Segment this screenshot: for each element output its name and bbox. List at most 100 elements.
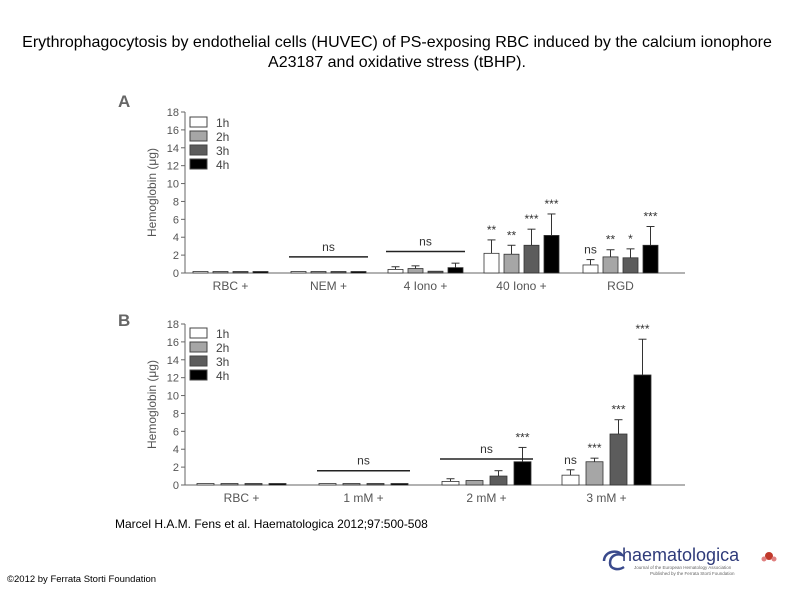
chart-b-significance-label: *** (611, 403, 625, 417)
logo-swoosh-icon (602, 550, 626, 571)
chart-a-y-tick-label: 10 (167, 179, 179, 191)
chart-b-legend-swatch (189, 327, 208, 339)
chart-b-bar (268, 483, 287, 486)
chart-a-significance-label: * (628, 232, 633, 246)
chart-b-significance-label: *** (587, 441, 601, 455)
chart-b-bar (585, 461, 604, 486)
chart-a-category-label: 4 Iono + (404, 279, 448, 293)
chart-b-significance-label: *** (515, 430, 529, 444)
chart-a-significance-label: ** (487, 223, 497, 237)
chart-a-bar (407, 268, 424, 274)
chart-a-bar (427, 270, 444, 274)
chart-a-bar (310, 271, 327, 274)
chart-b-bar (633, 374, 652, 486)
chart-a-bar (212, 271, 229, 274)
logo-wordmark: haematologica (622, 545, 740, 565)
chart-b-category-label: 2 mM + (466, 491, 506, 505)
chart-b-significance-label: *** (635, 322, 649, 336)
chart-b-panel-label: B (118, 311, 130, 330)
chart-a-bar (330, 271, 347, 274)
chart-a-category-label: 40 Iono + (496, 279, 546, 293)
chart-b-y-tick-label: 10 (167, 391, 179, 403)
chart-b-bar (441, 481, 460, 486)
chart-a-y-tick-label: 4 (173, 232, 179, 244)
chart-a-panel-label: A (118, 92, 130, 111)
chart-b-y-tick-label: 6 (173, 426, 179, 438)
copyright: ©2012 by Ferrata Storti Foundation (7, 574, 157, 585)
chart-b-category-label: RBC + (224, 491, 260, 505)
citation: Marcel H.A.M. Fens et al. Haematologica … (115, 517, 428, 531)
chart-b-bar (609, 433, 628, 486)
chart-b-category-label: 1 mM + (343, 491, 383, 505)
chart-b-legend-label: 4h (216, 369, 229, 383)
chart-a-category-label: NEM + (310, 279, 347, 293)
chart-b-y-tick-label: 16 (167, 337, 179, 349)
chart-a-category-label: RBC + (213, 279, 249, 293)
chart-b-group-label: ns (480, 442, 493, 456)
chart-b-legend-swatch (189, 341, 208, 353)
chart-b-bar (244, 483, 263, 486)
chart-b-legend-swatch (189, 369, 208, 381)
chart-b-bar (465, 480, 484, 486)
chart-a-bar (447, 267, 464, 274)
chart-a-group-label: ns (322, 240, 335, 254)
chart-a-bar (252, 271, 269, 274)
chart-b-bar (220, 483, 239, 486)
chart-a-y-tick-label: 8 (173, 196, 179, 208)
chart-b-bar (196, 483, 215, 486)
chart-a-y-axis-label: Hemoglobin (μg) (145, 148, 159, 237)
journal-logo[interactable]: haematologica Journal of the European He… (598, 543, 784, 577)
chart-a-category-label: RGD (607, 279, 634, 293)
logo-subtitle-1: Journal of the European Hematology Assoc… (634, 565, 732, 570)
chart-a-legend-label: 2h (216, 130, 229, 144)
figure-title: Erythrophagocytosis by endothelial cells… (22, 34, 772, 71)
chart-b-legend-label: 3h (216, 355, 229, 369)
chart-a-significance-label: *** (544, 197, 558, 211)
chart-a-bar (503, 253, 520, 274)
chart-a-legend-swatch (189, 116, 208, 128)
chart-b-bar (390, 483, 409, 486)
chart-a-y-tick-label: 0 (173, 268, 179, 280)
chart-a-legend-swatch (189, 158, 208, 170)
chart-a-group-label: ns (419, 235, 432, 249)
chart-b-legend-label: 2h (216, 341, 229, 355)
chart-b-significance-label: ns (564, 453, 577, 467)
chart-b-y-tick-label: 12 (167, 373, 179, 385)
chart-a-significance-label: *** (643, 209, 657, 223)
chart-a-legend-swatch (189, 144, 208, 156)
chart-a-bar (290, 271, 307, 274)
chart-b-bar (318, 483, 337, 486)
chart-a-bar (232, 271, 249, 274)
chart-a-bar (582, 264, 599, 274)
chart-a-bar (350, 271, 367, 274)
chart-a-y-tick-label: 16 (167, 125, 179, 137)
chart-a-bar (543, 235, 560, 274)
chart-a-bar (192, 271, 209, 274)
chart-a-y-tick-label: 2 (173, 250, 179, 262)
chart-a-bar (483, 252, 500, 274)
chart-b-bar (366, 483, 385, 486)
chart-a-significance-label: ns (584, 243, 597, 257)
chart-a-legend-swatch (189, 130, 208, 142)
chart-a-bar (602, 256, 619, 274)
chart-b-category-label: 3 mM + (586, 491, 626, 505)
chart-a-y-tick-label: 18 (167, 107, 179, 119)
chart-b-y-tick-label: 4 (173, 444, 179, 456)
chart-b-y-tick-label: 8 (173, 408, 179, 420)
chart-a-bar (622, 257, 639, 274)
chart-b-bar (561, 474, 580, 486)
chart-b-y-tick-label: 14 (167, 355, 179, 367)
chart-a-bar (642, 244, 659, 274)
chart-a-legend-label: 3h (216, 144, 229, 158)
chart-b-bar (342, 483, 361, 486)
chart-b-y-tick-label: 2 (173, 462, 179, 474)
chart-a-bar (387, 269, 404, 274)
chart-a-legend-label: 4h (216, 158, 229, 172)
chart-a-legend-label: 1h (216, 116, 229, 130)
chart-b-y-axis-label: Hemoglobin (μg) (145, 360, 159, 449)
chart-b-group-label: ns (357, 454, 370, 468)
chart-b-y-tick-label: 18 (167, 319, 179, 331)
chart-a-significance-label: ** (507, 228, 517, 242)
chart-b-y-tick-label: 0 (173, 480, 179, 492)
